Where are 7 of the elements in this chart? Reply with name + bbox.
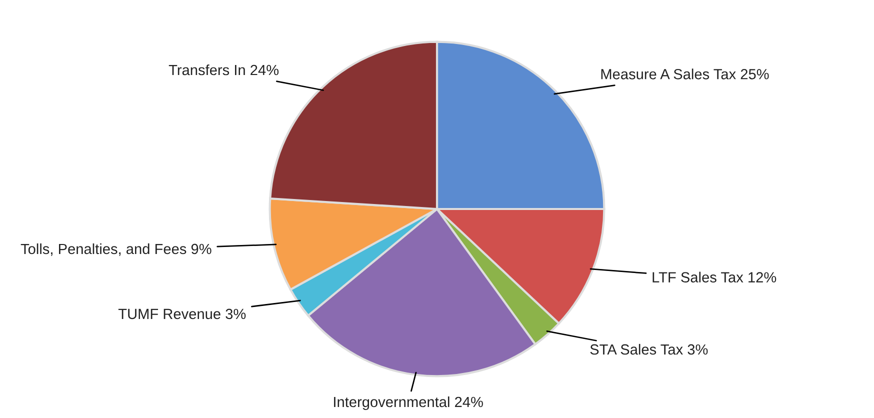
slice-label: Tolls, Penalties, and Fees 9% (20, 243, 212, 256)
slice-label: STA Sales Tax 3% (590, 344, 708, 355)
slice-label: Measure A Sales Tax 25% (601, 68, 769, 80)
slice-label: Intergovernmental 24% (334, 396, 483, 410)
slice-label: LTF Sales Tax 12% (652, 272, 776, 282)
slice-label: Transfers In 24% (168, 64, 279, 76)
slice-label: TUMF Revenue 3% (118, 308, 246, 320)
